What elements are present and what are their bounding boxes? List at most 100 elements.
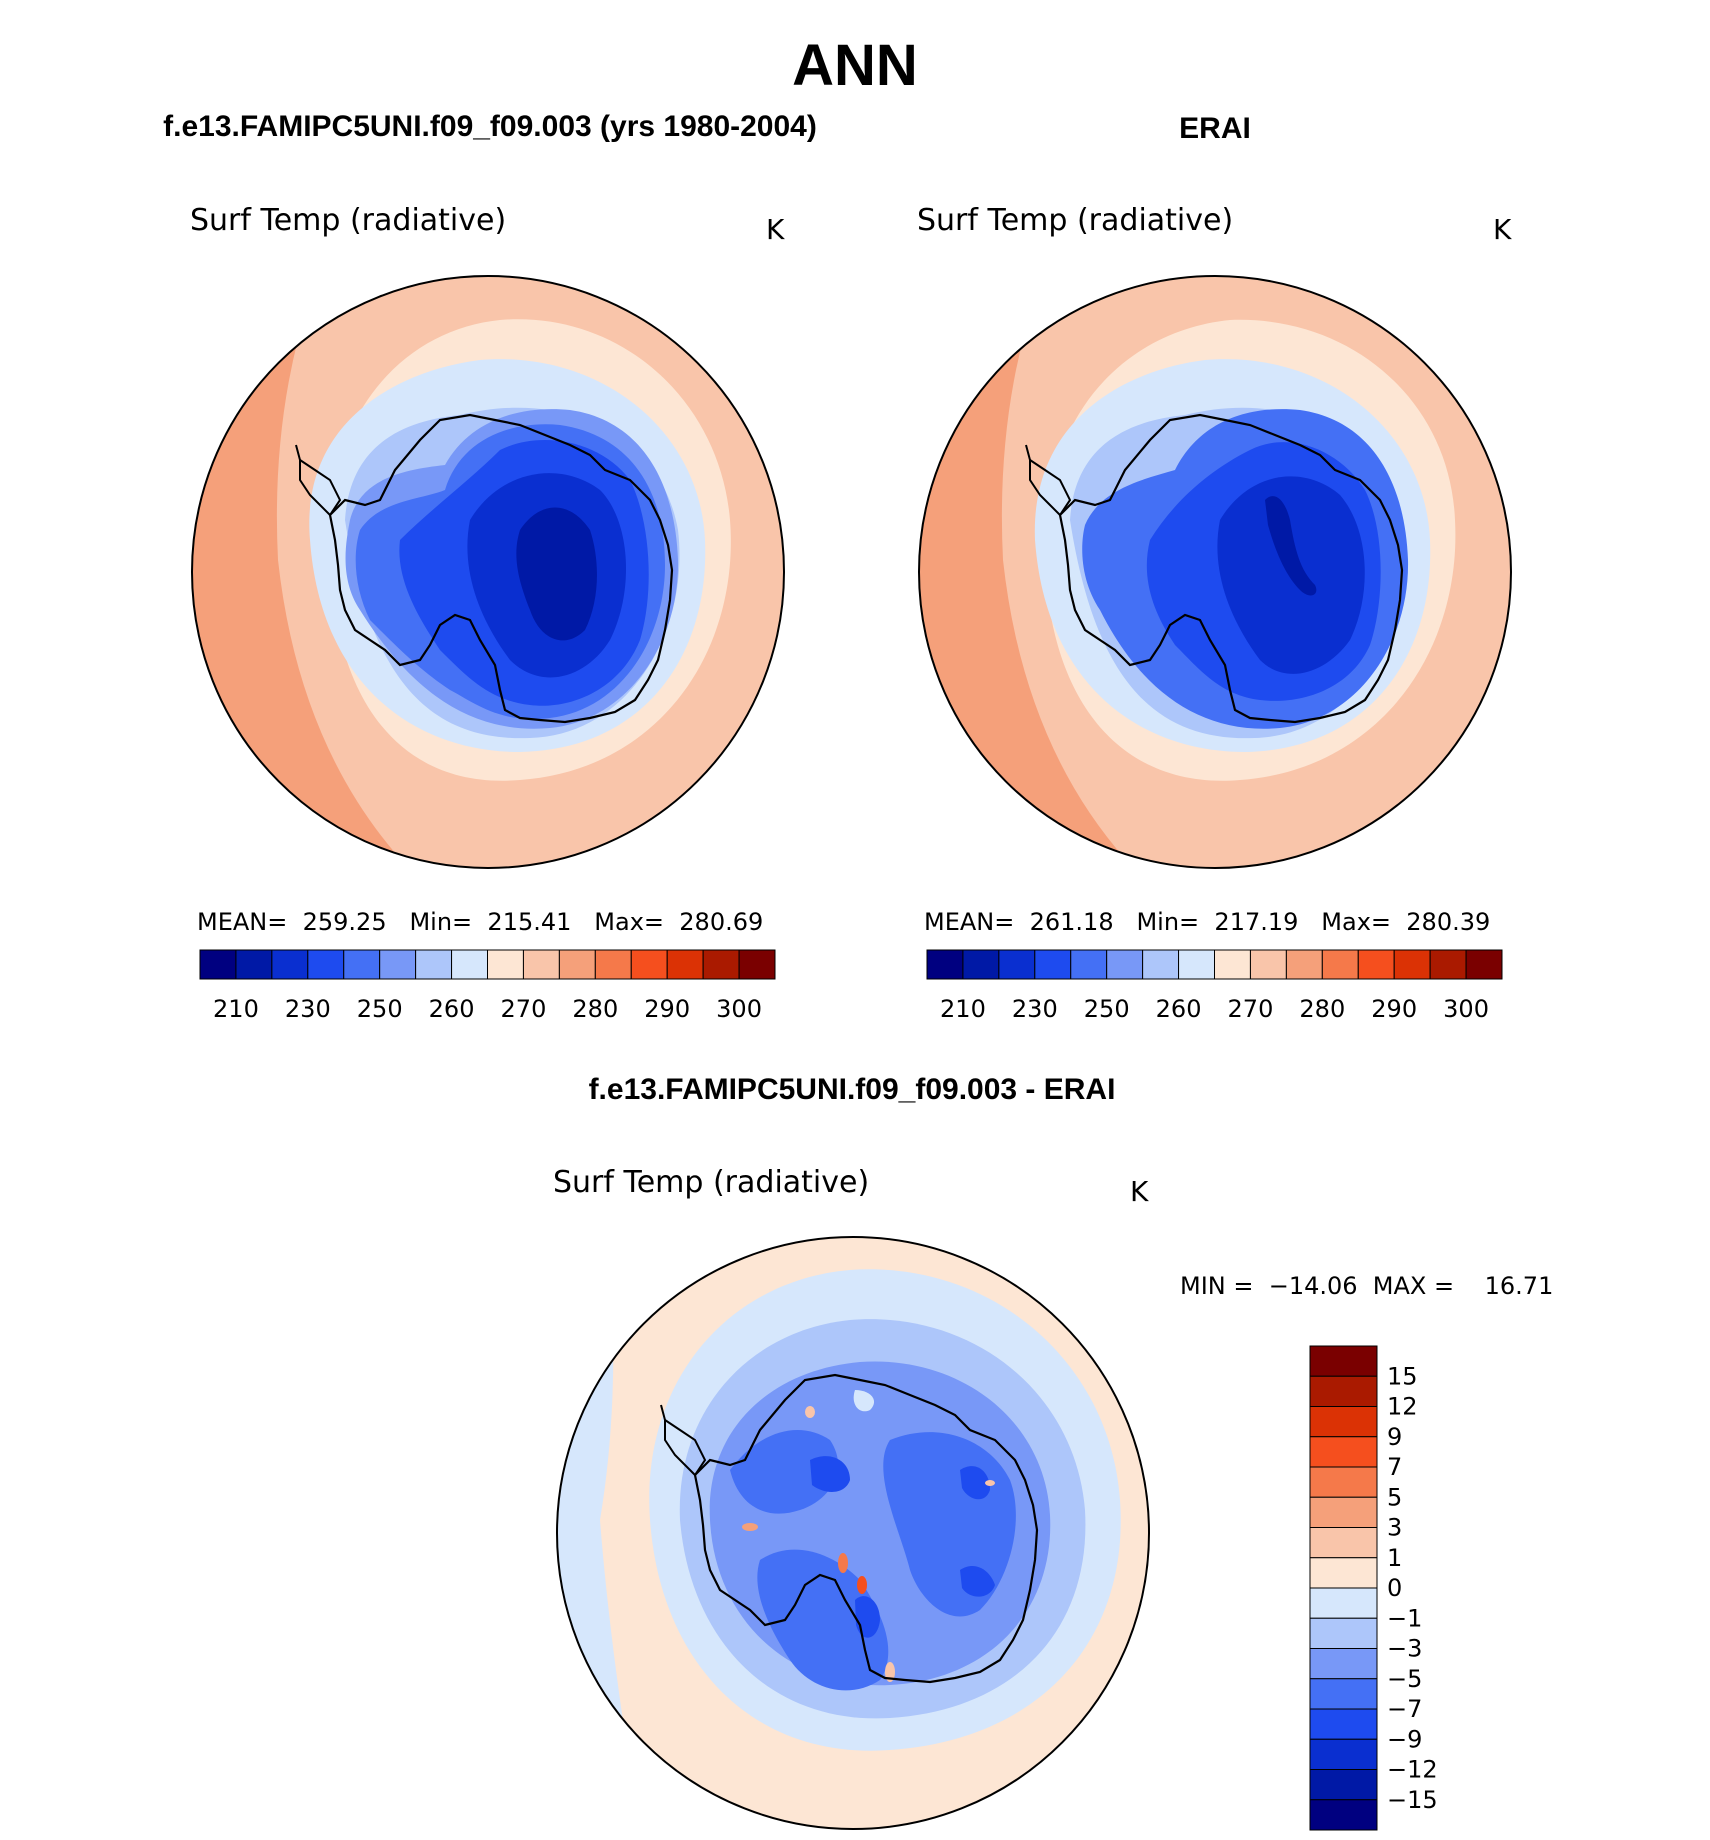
- model-colorbar-box: [522, 949, 560, 980]
- obs-colorbar-box: [1357, 949, 1395, 980]
- model-units-label: K: [766, 213, 785, 246]
- diff-colorbar-label: 0: [1387, 1574, 1402, 1602]
- obs-colorbar-box: [1321, 949, 1359, 980]
- model-colorbar-label: 270: [501, 995, 547, 1023]
- model-colorbar-label: 300: [716, 995, 762, 1023]
- obs-colorbar-box: [1034, 949, 1072, 980]
- diff-colorbar-box: [1309, 1496, 1378, 1528]
- model-colorbar-box: [594, 949, 632, 980]
- model-colorbar-box: [307, 949, 345, 980]
- model-colorbar-label: 290: [644, 995, 690, 1023]
- diff-colorbar-box: [1309, 1799, 1378, 1831]
- figure-title: ANN: [792, 33, 918, 98]
- model-colorbar-label: 250: [357, 995, 403, 1023]
- diff-polar-map: [557, 1237, 1149, 1829]
- obs-colorbar-label: 270: [1228, 995, 1274, 1023]
- diff-colorbar-box: [1309, 1769, 1378, 1801]
- diff-colorbar-label: 5: [1387, 1483, 1402, 1511]
- diff-colorbar-label: −9: [1387, 1725, 1422, 1753]
- obs-stats: MEAN= 261.18 Min= 217.19 Max= 280.39: [924, 908, 1491, 936]
- obs-colorbar-box: [1465, 949, 1503, 980]
- diff-colorbar-label: −5: [1387, 1665, 1422, 1693]
- diff-colorbar-box: [1309, 1466, 1378, 1498]
- diff-colorbar-label: 15: [1387, 1362, 1418, 1390]
- obs-polar-map: [919, 276, 1511, 868]
- diff-colorbar-box: [1309, 1587, 1378, 1619]
- diff-colorbar-label: 9: [1387, 1423, 1402, 1451]
- obs-colorbar-label: 300: [1443, 995, 1489, 1023]
- obs-colorbar-box: [1285, 949, 1323, 980]
- obs-colorbar-box: [926, 949, 964, 980]
- model-colorbar-label: 260: [429, 995, 475, 1023]
- model-colorbar-label: 210: [213, 995, 259, 1023]
- diff-colorbar-box: [1309, 1436, 1378, 1468]
- obs-map-boundary: [918, 275, 1512, 869]
- model-colorbar-box: [199, 949, 237, 980]
- diff-colorbar-box: [1309, 1527, 1378, 1559]
- diff-colorbar-label: −12: [1387, 1756, 1438, 1784]
- obs-colorbar-box: [1106, 949, 1144, 980]
- model-colorbar-box: [702, 949, 740, 980]
- model-colorbar-box: [666, 949, 704, 980]
- obs-colorbar-label: 260: [1156, 995, 1202, 1023]
- obs-panel-heading: ERAI: [1179, 112, 1251, 145]
- model-stats: MEAN= 259.25 Min= 215.41 Max= 280.69: [197, 908, 764, 936]
- obs-colorbar-box: [998, 949, 1036, 980]
- diff-colorbar-label: 1: [1387, 1544, 1402, 1572]
- model-colorbar-box: [487, 949, 524, 980]
- diff-colorbar-label: 12: [1387, 1393, 1418, 1421]
- model-colorbar-box: [271, 949, 309, 980]
- diff-units-label: K: [1130, 1175, 1149, 1208]
- obs-colorbar-box: [1142, 949, 1180, 980]
- diff-variable-label: Surf Temp (radiative): [553, 1165, 870, 1200]
- model-colorbar-box: [630, 949, 668, 980]
- model-colorbar-box: [738, 949, 776, 980]
- obs-colorbar-label: 280: [1299, 995, 1345, 1023]
- diff-colorbar-box: [1309, 1738, 1378, 1770]
- diff-colorbar-box: [1309, 1375, 1378, 1407]
- diff-colorbar-box: [1309, 1617, 1378, 1649]
- diff-colorbar-box: [1309, 1557, 1378, 1589]
- obs-colorbar-label: 250: [1084, 995, 1130, 1023]
- model-map-boundary: [191, 275, 785, 869]
- diff-colorbar-label: −7: [1387, 1695, 1422, 1723]
- obs-colorbar-box: [1429, 949, 1467, 980]
- diff-colorbar-box: [1309, 1406, 1378, 1438]
- model-colorbar-box: [235, 949, 273, 980]
- diff-colorbar-box: [1309, 1708, 1378, 1740]
- obs-variable-label: Surf Temp (radiative): [917, 203, 1234, 238]
- diff-colorbar-box: [1309, 1678, 1378, 1710]
- diff-colorbar-box: [1309, 1345, 1378, 1377]
- diff-colorbar-box: [1309, 1648, 1378, 1680]
- obs-colorbar-label: 290: [1371, 995, 1417, 1023]
- model-colorbar-label: 280: [572, 995, 618, 1023]
- model-colorbar: 210 230 250 260 270 280 290 300: [199, 949, 776, 1023]
- obs-units-label: K: [1493, 213, 1512, 246]
- model-variable-label: Surf Temp (radiative): [190, 203, 507, 238]
- obs-colorbar-label: 210: [940, 995, 986, 1023]
- diff-colorbar-label: −1: [1387, 1604, 1422, 1632]
- diff-colorbar-label: −3: [1387, 1635, 1422, 1663]
- obs-colorbar-box: [1070, 949, 1108, 980]
- diff-stats: MIN = −14.06 MAX = 16.71: [1180, 1272, 1554, 1300]
- model-colorbar-box: [451, 949, 488, 980]
- obs-colorbar-box: [1214, 949, 1251, 980]
- diff-panel-heading: f.e13.FAMIPC5UNI.f09_f09.003 - ERAI: [588, 1073, 1116, 1106]
- diff-colorbar-label: 3: [1387, 1514, 1402, 1542]
- diff-colorbar-label: 7: [1387, 1453, 1402, 1481]
- model-colorbar-box: [343, 949, 381, 980]
- obs-colorbar: 210 230 250 260 270 280 290 300: [926, 949, 1503, 1023]
- model-colorbar-box: [379, 949, 417, 980]
- obs-colorbar-box: [1393, 949, 1431, 980]
- obs-colorbar-label: 230: [1012, 995, 1058, 1023]
- obs-colorbar-box: [962, 949, 1000, 980]
- diff-map-boundary: [556, 1236, 1150, 1830]
- model-colorbar-label: 230: [285, 995, 331, 1023]
- model-colorbar-box: [558, 949, 596, 980]
- model-polar-map: [192, 276, 784, 868]
- obs-colorbar-box: [1178, 949, 1215, 980]
- model-colorbar-box: [415, 949, 453, 980]
- model-panel-heading: f.e13.FAMIPC5UNI.f09_f09.003 (yrs 1980-2…: [163, 110, 817, 143]
